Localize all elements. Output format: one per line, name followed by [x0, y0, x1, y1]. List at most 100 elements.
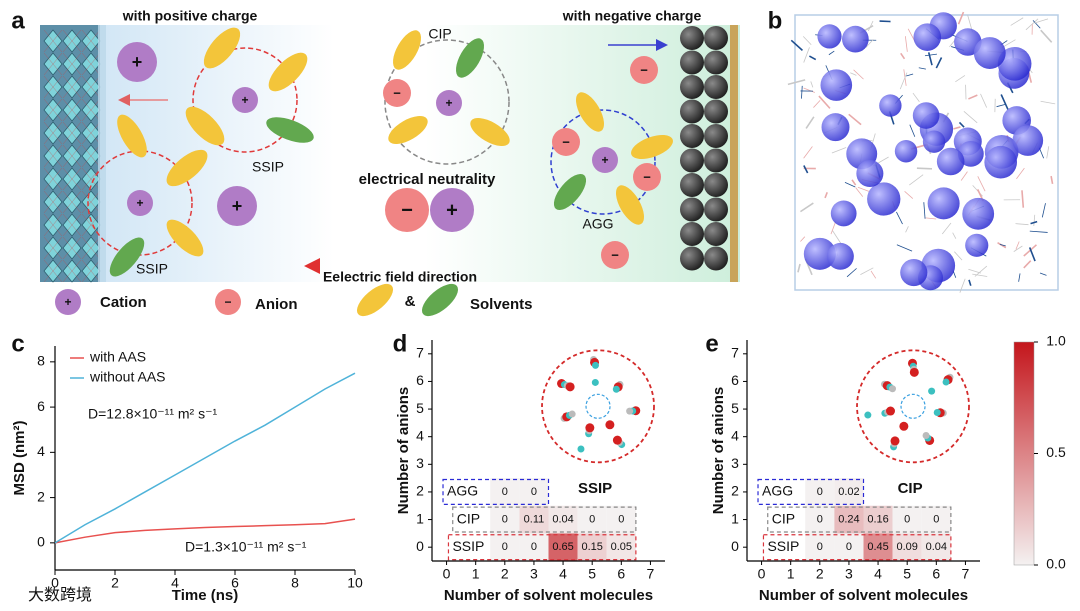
y-tick-label: 6 [416, 372, 424, 388]
solvent [356, 283, 394, 317]
molecule-bond [904, 190, 914, 199]
molecule-bond [968, 279, 972, 286]
annotation: D=12.8×10⁻¹¹ m² s⁻¹ [88, 406, 217, 422]
ion-sphere [913, 23, 942, 51]
x-tick-label: 4 [171, 575, 179, 591]
ion-sphere [997, 46, 1032, 81]
electrode-atom [680, 26, 704, 50]
electrode-lattice [81, 144, 101, 168]
x-tick-label: 1 [787, 566, 795, 582]
inset-atom [942, 378, 950, 386]
molecule-bond [813, 100, 821, 108]
molecule-bond [1001, 39, 1016, 48]
cell-label: 0 [502, 541, 508, 553]
cell-label: 0 [904, 513, 910, 525]
row-box [757, 478, 865, 505]
solvation-shell [384, 39, 510, 165]
molecule-bond [801, 85, 803, 99]
cell-label: 0.09 [896, 541, 917, 553]
molecule-bond [925, 217, 937, 220]
molecule-bond [803, 87, 815, 93]
cell-label: 0.04 [926, 541, 947, 553]
x-tick-label: 0 [51, 575, 59, 591]
cell-label: 0.02 [838, 486, 859, 498]
electrode-atom [704, 173, 728, 197]
molecule-bond [1050, 175, 1054, 185]
electrode-lattice [62, 29, 82, 53]
cell-label: 0 [817, 541, 823, 553]
y-tick-label: 6 [37, 398, 45, 414]
electrode-atom [680, 99, 704, 124]
cell-label: 0.16 [867, 513, 888, 525]
solvent [388, 116, 428, 144]
cell-label: 0 [817, 486, 823, 498]
anion [630, 56, 658, 84]
anion-symbol: − [562, 134, 570, 149]
cation [430, 188, 474, 232]
x-tick-label: 4 [559, 566, 567, 582]
electrode-lattice [81, 29, 101, 53]
molecule-bond [1016, 167, 1025, 180]
molecule-bond [832, 230, 842, 245]
inset-shell [856, 349, 970, 464]
heatmap-cell [863, 533, 893, 561]
electrode-lattice [43, 259, 63, 283]
molecule-bond [787, 79, 806, 86]
colorbar-label: 0.0 [1046, 556, 1066, 572]
cluster-label: SSIP [252, 159, 284, 175]
electrode-atom [704, 99, 728, 124]
y-tick-label: 1 [416, 510, 424, 526]
electrode-lattice [81, 259, 101, 283]
molecule-bond [1023, 260, 1032, 269]
molecule-bond [906, 73, 914, 77]
y-tick-label: 3 [731, 455, 739, 471]
ion-sphere [922, 130, 946, 153]
heatmap-cell [892, 533, 922, 561]
molecule-bond [912, 92, 920, 103]
heatmap-cell [490, 478, 520, 506]
electrode-lattice [62, 167, 82, 191]
ion-sphere [826, 242, 854, 270]
electrode-lattice [43, 98, 63, 122]
molecule-bond [860, 267, 874, 275]
schematic-background [40, 25, 740, 282]
x-tick-label: 8 [291, 575, 299, 591]
anion [552, 128, 580, 156]
panel-label: d [393, 330, 408, 357]
row-box [452, 506, 637, 533]
legend-label: with AAS [89, 349, 146, 365]
row-label: SSIP [452, 538, 484, 554]
cell-label: 0.05 [611, 541, 632, 553]
colorbar-label: 0.5 [1046, 444, 1066, 460]
inset-atom [605, 420, 615, 430]
electrode-lattice [43, 29, 63, 53]
molecule-bond [824, 192, 828, 199]
ion-sphere [984, 145, 1018, 179]
cluster-label: CIP [428, 26, 451, 42]
row-label: CIP [772, 510, 795, 526]
y-tick-label: 5 [416, 400, 424, 416]
anion-symbol: − [643, 169, 651, 184]
cell-label: 0 [531, 486, 537, 498]
molecule-bond [853, 69, 864, 80]
y-tick-label: 6 [731, 372, 739, 388]
ion-sphere [973, 37, 1006, 69]
x-tick-label: 7 [647, 566, 655, 582]
y-tick-label: 4 [416, 427, 424, 443]
x-tick-label: 2 [501, 566, 509, 582]
electrode-lattice [43, 75, 63, 99]
molecule-bond [977, 176, 986, 192]
solvent [616, 185, 644, 225]
solvent [109, 237, 145, 277]
molecule-bond [800, 236, 806, 242]
y-tick-label: 7 [731, 345, 739, 361]
legend-anion [215, 289, 241, 315]
cluster-label: AGG [582, 216, 613, 232]
molecule-bond [808, 55, 817, 61]
solvent [393, 30, 421, 70]
cation-symbol: + [136, 196, 143, 210]
molecule-bond [916, 167, 933, 170]
y-tick-label: 1 [731, 510, 739, 526]
electrode-lattice [43, 236, 63, 260]
inset-atom [864, 411, 872, 419]
